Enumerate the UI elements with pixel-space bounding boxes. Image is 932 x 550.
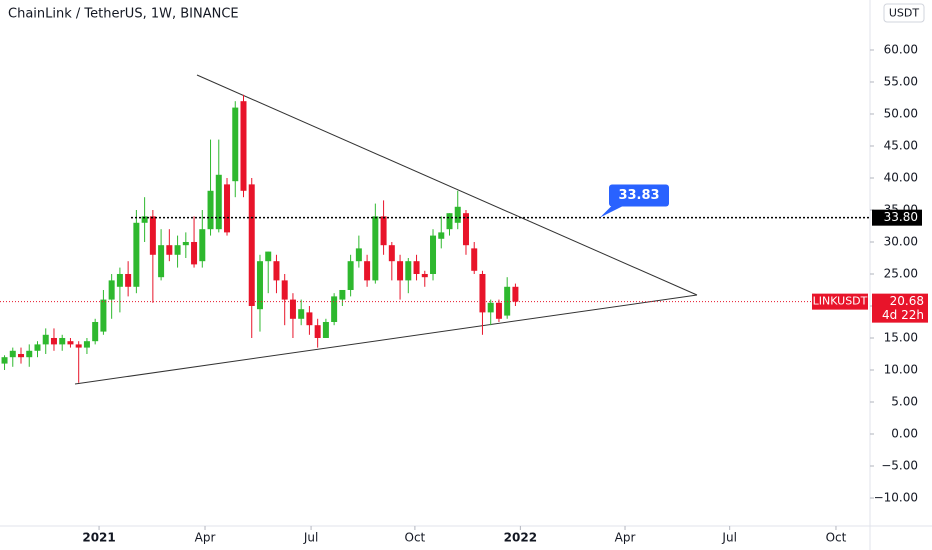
candle-body: [59, 337, 66, 345]
candle-body: [149, 216, 156, 255]
candle-body: [199, 229, 206, 262]
candle-body: [314, 325, 321, 338]
candle-body: [191, 241, 198, 265]
candle-body: [438, 232, 445, 239]
candle-body: [298, 309, 305, 319]
candle-body: [50, 337, 57, 345]
candle-body: [462, 213, 469, 246]
y-tick-label: 50.00: [884, 106, 918, 120]
currency-label[interactable]: USDT: [889, 7, 920, 20]
candle-body: [18, 353, 25, 358]
x-tick-label: Jul: [721, 531, 736, 545]
price-label: 20.68: [890, 294, 924, 308]
candle-body: [141, 216, 148, 223]
candle-body: [207, 190, 214, 230]
x-tick-label: Apr: [615, 531, 636, 545]
candle-body: [26, 350, 33, 358]
symbol-label: LINKUSDT: [813, 295, 868, 308]
y-tick-label: 25.00: [884, 266, 918, 280]
x-tick-label: 2021: [82, 531, 115, 545]
candle-body: [240, 101, 247, 191]
candle-body: [430, 235, 437, 274]
currency-button[interactable]: [883, 3, 925, 23]
chart-title: ChainLink / TetherUS, 1W, BINANCE: [8, 7, 239, 22]
candle-body: [67, 341, 74, 345]
candle-body: [224, 184, 231, 233]
candle-body: [289, 299, 296, 319]
candle-body: [273, 261, 280, 281]
x-tick-label: Oct: [405, 531, 426, 545]
candle-body: [388, 245, 395, 262]
candle-body: [265, 251, 272, 262]
candle-body: [108, 280, 115, 300]
y-tick-label: −5.00: [881, 458, 918, 472]
y-tick-label: 40.00: [884, 170, 918, 184]
candle-body: [232, 107, 239, 182]
x-tick-label: Jul: [303, 531, 318, 545]
candle-body: [248, 184, 255, 306]
x-tick-label: Oct: [826, 531, 847, 545]
candle-body: [380, 216, 387, 246]
candle-body: [83, 341, 90, 348]
y-tick-label: 55.00: [884, 74, 918, 88]
x-tick-label: Apr: [195, 531, 216, 545]
trend-line: [74, 294, 698, 385]
candle-body: [174, 245, 181, 255]
level-label: 33.80: [884, 210, 918, 224]
candle-body: [405, 261, 412, 281]
candle-body: [421, 273, 428, 278]
symbol-label-box: [812, 293, 868, 310]
y-tick-label: 10.00: [884, 362, 918, 376]
candle-body: [372, 216, 379, 281]
y-tick-label: 5.00: [891, 394, 918, 408]
candle-body: [34, 344, 41, 351]
candle-body: [100, 299, 107, 332]
candle-body: [166, 245, 173, 255]
candle-body: [182, 241, 189, 246]
candle-body: [471, 248, 478, 271]
candle-body: [125, 273, 132, 287]
y-tick-label: 15.00: [884, 330, 918, 344]
callout-label: 33.83: [618, 188, 659, 203]
candle-body: [355, 248, 362, 262]
candle-body: [158, 245, 165, 278]
candle-body: [487, 302, 494, 313]
y-tick-label: 0.00: [891, 426, 918, 440]
candle-body: [306, 312, 313, 326]
candle-body: [331, 296, 338, 322]
candle-body: [9, 350, 16, 358]
y-tick-label: −10.00: [874, 490, 918, 504]
callout-box: [609, 184, 669, 207]
x-tick-label: 2022: [504, 531, 537, 545]
candle-body: [446, 213, 453, 230]
candle-body: [397, 261, 404, 281]
y-tick-label: 30.00: [884, 234, 918, 248]
candle-body: [215, 174, 222, 230]
candle-body: [116, 273, 123, 287]
price-label-box: [872, 293, 928, 323]
candle-body: [75, 344, 82, 348]
y-tick-label: 60.00: [884, 42, 918, 56]
candle-body: [281, 280, 288, 300]
candle-body: [92, 321, 99, 342]
candle-body: [339, 289, 346, 300]
candle-body: [347, 261, 354, 290]
candle-body: [512, 286, 519, 302]
candle-body: [133, 222, 140, 287]
candle-body: [413, 261, 420, 274]
callout-pointer: [600, 205, 624, 218]
candle-body: [454, 206, 461, 223]
y-tick-label: 45.00: [884, 138, 918, 152]
candle-body: [1, 357, 8, 364]
candle-body: [364, 261, 371, 281]
candle-body: [495, 302, 502, 319]
countdown-label: 4d 22h: [882, 308, 924, 322]
candle-body: [479, 273, 486, 313]
candle-body: [322, 321, 329, 338]
candle-body: [42, 334, 49, 345]
candle-body: [256, 261, 263, 310]
level-label-box: [872, 209, 922, 226]
trend-line: [196, 74, 698, 296]
